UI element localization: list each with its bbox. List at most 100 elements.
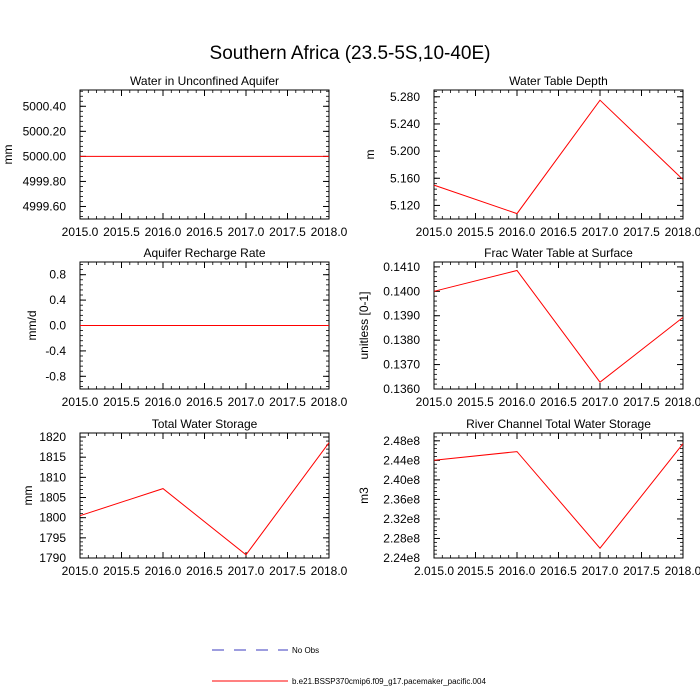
x-tick-label: 2018.0 [665,564,700,578]
y-tick-label: 0.8 [49,268,66,282]
y-axis-label: m [363,150,377,160]
x-tick-label: 2017.0 [228,564,265,578]
x-tick-label: 2016.0 [145,225,182,239]
panel-title: Water Table Depth [509,74,608,88]
x-tick-label: 2017.0 [582,395,619,409]
y-tick-label: 5000.40 [23,99,67,113]
x-tick-label: 2018.0 [665,395,700,409]
series-line-1 [433,99,684,215]
x-tick-label: 2017.0 [228,225,265,239]
y-tick-label: 1800 [39,511,66,525]
x-tick-label: 2018.0 [311,564,348,578]
y-tick-label: 5.200 [390,144,420,158]
y-tick-label: 2.44e8 [383,453,420,467]
y-tick-label: 5000.20 [23,124,67,138]
panel-title: River Channel Total Water Storage [466,417,651,431]
y-tick-label: 2.24e8 [383,551,420,565]
x-tick-label: 2015.5 [457,395,494,409]
y-tick-label: -0.4 [45,344,66,358]
panel-3: Aquifer Recharge Rate mm/d 2015.0 2015.5 201… [25,246,348,409]
y-tick-label: 5.240 [390,117,420,131]
plot-frame [433,89,684,220]
x-tick-label: 2017.0 [582,225,619,239]
y-tick-label: 1820 [39,430,66,444]
y-tick-label: 0.1380 [383,333,420,347]
legend-obs-label: No Obs [292,646,319,655]
x-tick-label: 2016.0 [499,564,536,578]
x-tick-label: 2016.5 [540,225,577,239]
x-tick-label: 2017.0 [228,395,265,409]
x-tick-label: 2015.0 [62,395,99,409]
x-tick-label: 2016.0 [145,395,182,409]
x-tick-label: 2015.0 [62,564,99,578]
y-tick-label: 2.40e8 [383,473,420,487]
plot-frame [79,432,330,559]
y-tick-label: 0.1410 [383,260,420,274]
x-tick-label: 2.015.0 [414,564,454,578]
panel-2: Water Table Depth m 2015.0 2015.5 2016.0 2016… [363,74,700,239]
x-tick-label: 2017.0 [582,564,619,578]
y-tick-label: 0.1390 [383,309,420,323]
y-tick-label: 0.1370 [383,358,420,372]
y-axis-label: mm/d [25,311,39,341]
x-tick-label: 2015.5 [103,225,140,239]
y-tick-label: 2.28e8 [383,531,420,545]
y-tick-label: 2.36e8 [383,492,420,506]
x-tick-label: 2016.0 [145,564,182,578]
y-axis-label: mm [21,486,35,506]
x-tick-label: 2015.5 [103,564,140,578]
y-tick-label: 1795 [39,531,66,545]
panel-title: Water in Unconfined Aquifer [130,74,279,88]
x-tick-label: 2015.5 [457,225,494,239]
y-tick-label: 1815 [39,450,66,464]
x-tick-label: 2016.5 [540,395,577,409]
y-tick-label: 0.0 [49,319,66,333]
y-tick-label: 0.1360 [383,382,420,396]
panel-4: Frac Water Table at Surface unitless [0-1… [357,246,700,409]
y-axis-label: m3 [357,487,371,504]
series-line-1 [79,442,330,556]
y-tick-label: 0.1400 [383,284,420,298]
y-tick-label: 4999.60 [23,199,67,213]
y-tick-label: 5.160 [390,171,420,185]
x-tick-label: 2016.0 [499,225,536,239]
y-tick-label: -0.8 [45,369,66,383]
x-tick-label: 2016.5 [186,225,223,239]
x-tick-label: 2016.5 [186,395,223,409]
plot-frame [433,432,684,559]
series-line-1 [433,443,684,549]
x-tick-label: 2017.5 [623,225,660,239]
y-tick-label: 1805 [39,491,66,505]
x-tick-label: 2018.0 [311,225,348,239]
x-tick-label: 2015.0 [416,395,453,409]
y-tick-label: 2.32e8 [383,512,420,526]
panel-6: River Channel Total Water Storage m3 2.015… [357,417,700,578]
legend-model-label: b.e21.BSSP370cmip6.f09_g17.pacemaker_pac… [292,677,486,686]
panel-5: Total Water Storage mm 2015.0 2015.5 2016.0 2… [21,417,348,578]
figure-title: Southern Africa (23.5-5S,10-40E) [210,43,491,64]
x-tick-label: 2015.5 [457,564,494,578]
x-tick-label: 2016.0 [499,395,536,409]
y-tick-label: 0.4 [49,293,66,307]
y-tick-label: 1810 [39,470,66,484]
plot-frame [79,89,330,220]
x-tick-label: 2017.5 [269,564,306,578]
x-tick-label: 2017.5 [623,395,660,409]
x-tick-label: 2015.0 [416,225,453,239]
y-tick-label: 5000.00 [23,149,67,163]
x-tick-label: 2017.5 [623,564,660,578]
x-tick-label: 2018.0 [665,225,700,239]
y-axis-label: mm [1,145,15,165]
y-tick-label: 5.120 [390,198,420,212]
panels: Water in Unconfined Aquifer mm 2015.0 2015.… [1,74,700,578]
y-tick-label: 4999.80 [23,174,67,188]
panel-1: Water in Unconfined Aquifer mm 2015.0 2015.… [1,74,348,239]
x-tick-label: 2015.0 [62,225,99,239]
x-tick-label: 2015.5 [103,395,140,409]
y-tick-label: 2.48e8 [383,434,420,448]
x-tick-label: 2017.5 [269,395,306,409]
panel-title: Total Water Storage [152,417,258,431]
plot-frame [433,261,684,390]
legend: No Obs b.e21.BSSP370cmip6.f09_g17.pacema… [212,646,486,686]
